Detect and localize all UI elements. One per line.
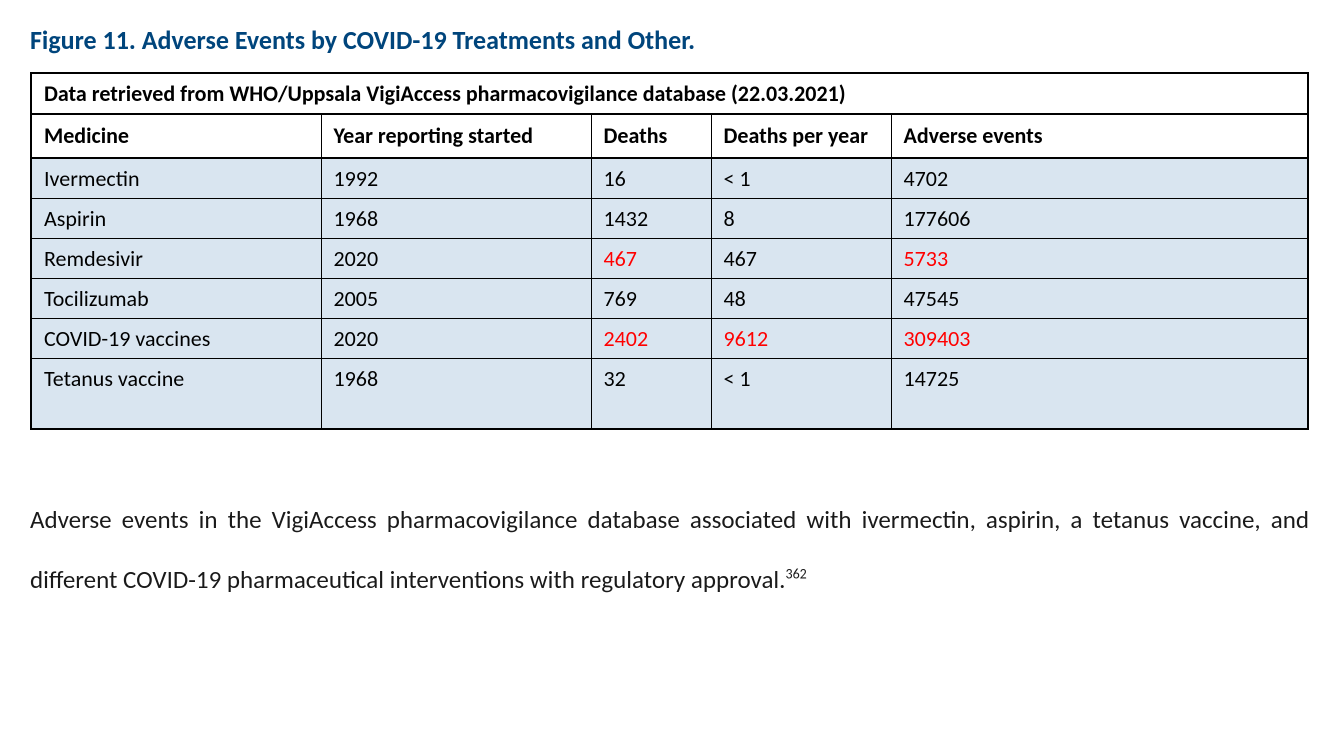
table-caption-row: Data retrieved from WHO/Uppsala VigiAcce… xyxy=(31,73,1308,114)
cell-medicine: COVID-19 vaccines xyxy=(31,318,321,358)
cell-adverse-events: 5733 xyxy=(891,238,1308,278)
cell-medicine: Remdesivir xyxy=(31,238,321,278)
figure-title: Figure 11. Adverse Events by COVID-19 Tr… xyxy=(30,24,1309,56)
adverse-events-table: Data retrieved from WHO/Uppsala VigiAcce… xyxy=(30,72,1309,430)
cell-deaths: 32 xyxy=(591,358,711,429)
table-body: Ivermectin199216< 14702Aspirin1968143281… xyxy=(31,158,1308,429)
cell-year: 2020 xyxy=(321,318,591,358)
table-row: Aspirin196814328177606 xyxy=(31,198,1308,238)
cell-year: 1968 xyxy=(321,198,591,238)
cell-adverse-events: 177606 xyxy=(891,198,1308,238)
figure-caption: Adverse events in the VigiAccess pharmac… xyxy=(30,490,1309,610)
cell-medicine: Tetanus vaccine xyxy=(31,358,321,429)
table-row: Tetanus vaccine196832< 114725 xyxy=(31,358,1308,429)
cell-deaths-per-year: < 1 xyxy=(711,158,891,199)
table-row: COVID-19 vaccines202024029612309403 xyxy=(31,318,1308,358)
cell-adverse-events: 14725 xyxy=(891,358,1308,429)
col-header-deaths-per-year: Deaths per year xyxy=(711,114,891,158)
col-header-deaths: Deaths xyxy=(591,114,711,158)
cell-deaths: 769 xyxy=(591,278,711,318)
cell-year: 1992 xyxy=(321,158,591,199)
cell-deaths-per-year: 9612 xyxy=(711,318,891,358)
footnote-reference: 362 xyxy=(785,565,806,582)
cell-deaths: 16 xyxy=(591,158,711,199)
cell-year: 1968 xyxy=(321,358,591,429)
caption-text-body: Adverse events in the VigiAccess pharmac… xyxy=(30,504,1309,595)
cell-medicine: Ivermectin xyxy=(31,158,321,199)
cell-year: 2020 xyxy=(321,238,591,278)
cell-deaths: 1432 xyxy=(591,198,711,238)
table-header-row: Medicine Year reporting started Deaths D… xyxy=(31,114,1308,158)
col-header-year: Year reporting started xyxy=(321,114,591,158)
cell-deaths-per-year: 8 xyxy=(711,198,891,238)
cell-deaths: 2402 xyxy=(591,318,711,358)
cell-year: 2005 xyxy=(321,278,591,318)
col-header-medicine: Medicine xyxy=(31,114,321,158)
cell-adverse-events: 309403 xyxy=(891,318,1308,358)
cell-medicine: Tocilizumab xyxy=(31,278,321,318)
table-row: Tocilizumab20057694847545 xyxy=(31,278,1308,318)
cell-medicine: Aspirin xyxy=(31,198,321,238)
col-header-adverse-events: Adverse events xyxy=(891,114,1308,158)
cell-deaths-per-year: 467 xyxy=(711,238,891,278)
table-row: Remdesivir20204674675733 xyxy=(31,238,1308,278)
table-row: Ivermectin199216< 14702 xyxy=(31,158,1308,199)
cell-adverse-events: 4702 xyxy=(891,158,1308,199)
cell-deaths-per-year: < 1 xyxy=(711,358,891,429)
table-caption-cell: Data retrieved from WHO/Uppsala VigiAcce… xyxy=(31,73,1308,114)
cell-deaths-per-year: 48 xyxy=(711,278,891,318)
cell-adverse-events: 47545 xyxy=(891,278,1308,318)
cell-deaths: 467 xyxy=(591,238,711,278)
